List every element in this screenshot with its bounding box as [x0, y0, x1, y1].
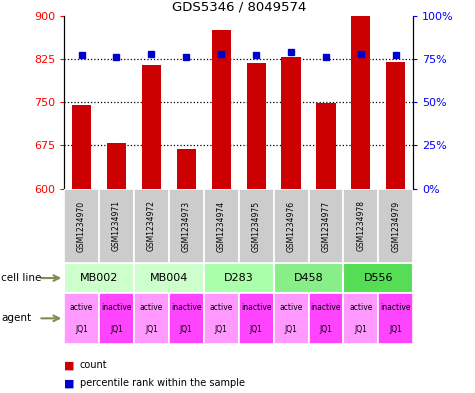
Text: JQ1: JQ1	[390, 325, 402, 334]
Bar	[379, 189, 413, 263]
Bar	[343, 189, 379, 263]
Bar	[64, 293, 99, 344]
Text: MB004: MB004	[150, 273, 188, 283]
Text: D556: D556	[363, 273, 393, 283]
Text: inactive: inactive	[241, 303, 271, 312]
Text: GSM1234979: GSM1234979	[391, 200, 400, 252]
Bar	[204, 263, 274, 293]
Text: JQ1: JQ1	[285, 325, 297, 334]
Bar	[212, 30, 231, 189]
Bar	[169, 293, 204, 344]
Text: GSM1234974: GSM1234974	[217, 200, 226, 252]
Text: count: count	[80, 360, 107, 371]
Bar	[282, 57, 301, 189]
Text: active: active	[140, 303, 163, 312]
Title: GDS5346 / 8049574: GDS5346 / 8049574	[171, 0, 306, 13]
Text: active: active	[349, 303, 372, 312]
Bar	[238, 189, 274, 263]
Text: percentile rank within the sample: percentile rank within the sample	[80, 378, 245, 388]
Bar	[204, 189, 238, 263]
Text: D283: D283	[224, 273, 254, 283]
Text: GSM1234976: GSM1234976	[286, 200, 295, 252]
Text: JQ1: JQ1	[180, 325, 193, 334]
Text: active: active	[70, 303, 93, 312]
Bar	[142, 65, 161, 189]
Bar	[99, 189, 134, 263]
Bar	[169, 189, 204, 263]
Text: active: active	[279, 303, 303, 312]
Text: GSM1234971: GSM1234971	[112, 200, 121, 252]
Text: JQ1: JQ1	[75, 325, 88, 334]
Text: JQ1: JQ1	[145, 325, 158, 334]
Bar	[238, 293, 274, 344]
Bar	[274, 293, 309, 344]
Bar	[247, 63, 266, 189]
Bar	[352, 16, 370, 189]
Text: inactive: inactive	[171, 303, 201, 312]
Text: GSM1234973: GSM1234973	[182, 200, 191, 252]
Text: ■: ■	[64, 378, 75, 388]
Text: JQ1: JQ1	[250, 325, 263, 334]
Text: cell line: cell line	[1, 273, 42, 283]
Bar	[134, 189, 169, 263]
Text: ■: ■	[64, 360, 75, 371]
Bar	[343, 263, 413, 293]
Text: GSM1234975: GSM1234975	[252, 200, 261, 252]
Text: active: active	[209, 303, 233, 312]
Text: JQ1: JQ1	[215, 325, 228, 334]
Bar	[343, 293, 379, 344]
Bar	[107, 143, 126, 189]
Bar	[386, 62, 405, 189]
Bar	[134, 263, 204, 293]
Bar	[204, 293, 238, 344]
Bar	[64, 263, 134, 293]
Bar	[99, 293, 134, 344]
Text: inactive: inactive	[311, 303, 341, 312]
Bar	[64, 189, 99, 263]
Text: GSM1234977: GSM1234977	[322, 200, 331, 252]
Bar	[316, 103, 335, 189]
Text: inactive: inactive	[380, 303, 411, 312]
Text: agent: agent	[1, 313, 31, 323]
Text: GSM1234978: GSM1234978	[356, 200, 365, 252]
Bar	[274, 189, 309, 263]
Bar	[309, 189, 343, 263]
Text: D458: D458	[294, 273, 323, 283]
Text: inactive: inactive	[101, 303, 132, 312]
Text: JQ1: JQ1	[354, 325, 367, 334]
Bar	[72, 105, 91, 189]
Bar	[379, 293, 413, 344]
Bar	[274, 263, 343, 293]
Bar	[309, 293, 343, 344]
Text: JQ1: JQ1	[110, 325, 123, 334]
Text: GSM1234972: GSM1234972	[147, 200, 156, 252]
Text: JQ1: JQ1	[320, 325, 332, 334]
Text: GSM1234970: GSM1234970	[77, 200, 86, 252]
Text: MB002: MB002	[80, 273, 118, 283]
Bar	[177, 149, 196, 189]
Bar	[134, 293, 169, 344]
